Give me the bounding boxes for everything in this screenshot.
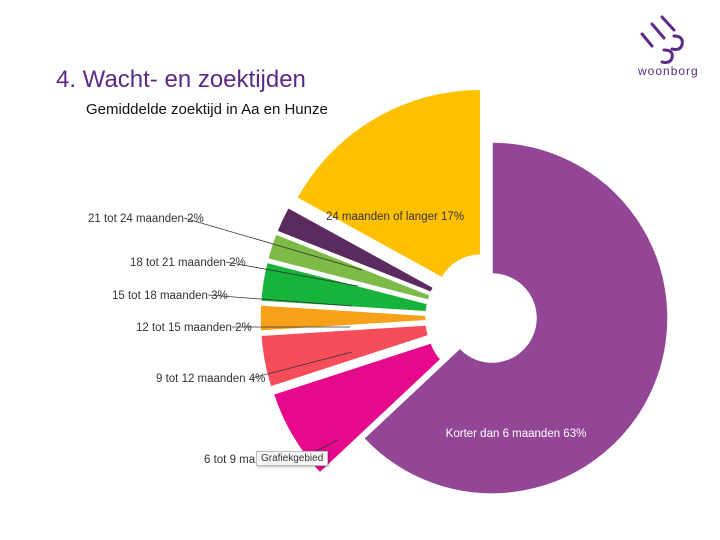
data-label-24-maanden-of-langer: 24 maanden of langer 17%: [326, 211, 464, 223]
pie-slice-12-tot-15-maanden[interactable]: [259, 304, 427, 332]
slide-subtitle: Gemiddelde zoektijd in Aa en Hunze: [86, 101, 328, 118]
data-label-9-tot-12-maanden: 9 tot 12 maanden 4%: [156, 373, 265, 385]
slide-title: 4. Wacht- en zoektijden: [56, 66, 306, 93]
logo-text: woonborg: [638, 64, 699, 78]
woonborg-logo-icon: [640, 15, 684, 64]
data-label-korter-dan-6-maanden: Korter dan 6 maanden 63%: [446, 428, 587, 440]
leader-line-9-tot-12-maanden: [251, 351, 353, 379]
leader-line-18-tot-21-maanden: [225, 261, 359, 287]
pie-slice-korter-dan-6-maanden[interactable]: [362, 141, 669, 495]
pie-slice-21-tot-24-maanden[interactable]: [275, 206, 435, 294]
data-label-21-tot-24-maanden: 21 tot 24 maanden 2%: [88, 213, 204, 225]
data-label-6-tot-9-maanden: 6 tot 9 ma: [204, 454, 256, 466]
pie-slice-9-tot-12-maanden[interactable]: [260, 324, 430, 388]
pie-slice-18-tot-21-maanden[interactable]: [266, 232, 432, 302]
pie-slice-15-tot-18-maanden[interactable]: [259, 261, 429, 313]
leader-line-15-tot-18-maanden: [207, 294, 353, 307]
leader-line-21-tot-24-maanden: [183, 217, 363, 271]
data-label-15-tot-18-maanden: 15 tot 18 maanden 3%: [112, 290, 228, 302]
pie-slice-24-maanden-of-langer[interactable]: [295, 88, 482, 279]
chart-area-tooltip: Grafiekgebied: [256, 451, 329, 466]
data-label-18-tot-21-maanden: 18 tot 21 maanden 2%: [130, 257, 246, 269]
data-label-12-tot-15-maanden: 12 tot 15 maanden 2%: [136, 322, 252, 334]
